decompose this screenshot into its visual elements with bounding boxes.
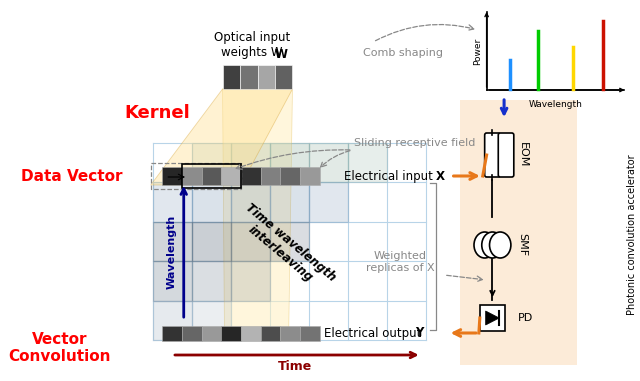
Ellipse shape (474, 232, 495, 258)
Text: SMF: SMF (518, 234, 528, 256)
Bar (460, 100, 577, 365)
Bar (182, 326, 202, 341)
Bar (202, 326, 221, 341)
Text: Electrical input: Electrical input (344, 170, 436, 182)
Polygon shape (223, 89, 292, 340)
Text: Weighted
replicas of X: Weighted replicas of X (366, 251, 435, 273)
Polygon shape (231, 222, 270, 261)
Bar (223, 65, 240, 89)
Text: PD: PD (518, 313, 533, 323)
Polygon shape (309, 143, 348, 182)
Polygon shape (153, 261, 192, 301)
Polygon shape (153, 301, 192, 340)
Bar (163, 167, 182, 185)
Text: Photonic convolution accelerator: Photonic convolution accelerator (627, 155, 637, 315)
Polygon shape (153, 222, 192, 261)
Polygon shape (192, 261, 231, 301)
Bar (182, 164, 241, 188)
Bar (241, 326, 260, 341)
Text: Comb shaping: Comb shaping (363, 48, 443, 58)
Polygon shape (192, 182, 231, 222)
Text: Electrical output: Electrical output (324, 327, 426, 339)
Bar (241, 167, 260, 185)
Bar (221, 167, 241, 185)
Bar (257, 65, 275, 89)
Bar (480, 305, 505, 331)
Polygon shape (231, 261, 270, 301)
Polygon shape (486, 311, 499, 325)
Text: Sliding receptive field: Sliding receptive field (354, 138, 475, 148)
Polygon shape (231, 182, 270, 222)
Text: EOM: EOM (518, 142, 528, 168)
Text: Time: Time (278, 360, 312, 373)
Text: X: X (436, 170, 445, 182)
Bar (221, 326, 241, 341)
Bar (300, 167, 319, 185)
FancyBboxPatch shape (499, 133, 514, 177)
Text: Time wavelength
interleaving: Time wavelength interleaving (233, 201, 338, 295)
Bar (280, 326, 300, 341)
Ellipse shape (482, 232, 503, 258)
Bar (182, 167, 202, 185)
Polygon shape (151, 89, 292, 185)
Bar (275, 65, 292, 89)
Bar (151, 163, 241, 189)
Text: Kernel: Kernel (125, 104, 190, 122)
Bar (260, 167, 280, 185)
Bar (260, 326, 280, 341)
Polygon shape (270, 143, 309, 182)
Text: Power: Power (473, 37, 482, 65)
Polygon shape (192, 143, 231, 182)
Bar (163, 326, 182, 341)
Text: Wavelength: Wavelength (167, 215, 177, 289)
Polygon shape (309, 182, 348, 222)
Ellipse shape (490, 232, 511, 258)
Bar (202, 167, 221, 185)
Text: Optical input
weights W: Optical input weights W (214, 31, 290, 59)
Polygon shape (153, 182, 192, 222)
Text: Y: Y (415, 327, 423, 339)
Text: W: W (275, 48, 288, 61)
Bar (280, 167, 300, 185)
Bar (300, 326, 319, 341)
Polygon shape (231, 143, 270, 182)
Text: Data Vector: Data Vector (21, 168, 123, 184)
Text: Vector
Convolution: Vector Convolution (8, 332, 111, 364)
Polygon shape (270, 222, 309, 261)
Text: Wavelength: Wavelength (529, 100, 582, 109)
FancyBboxPatch shape (484, 133, 500, 177)
Bar (240, 65, 257, 89)
Polygon shape (192, 301, 231, 340)
Polygon shape (192, 222, 231, 261)
Polygon shape (348, 143, 387, 182)
Polygon shape (270, 182, 309, 222)
